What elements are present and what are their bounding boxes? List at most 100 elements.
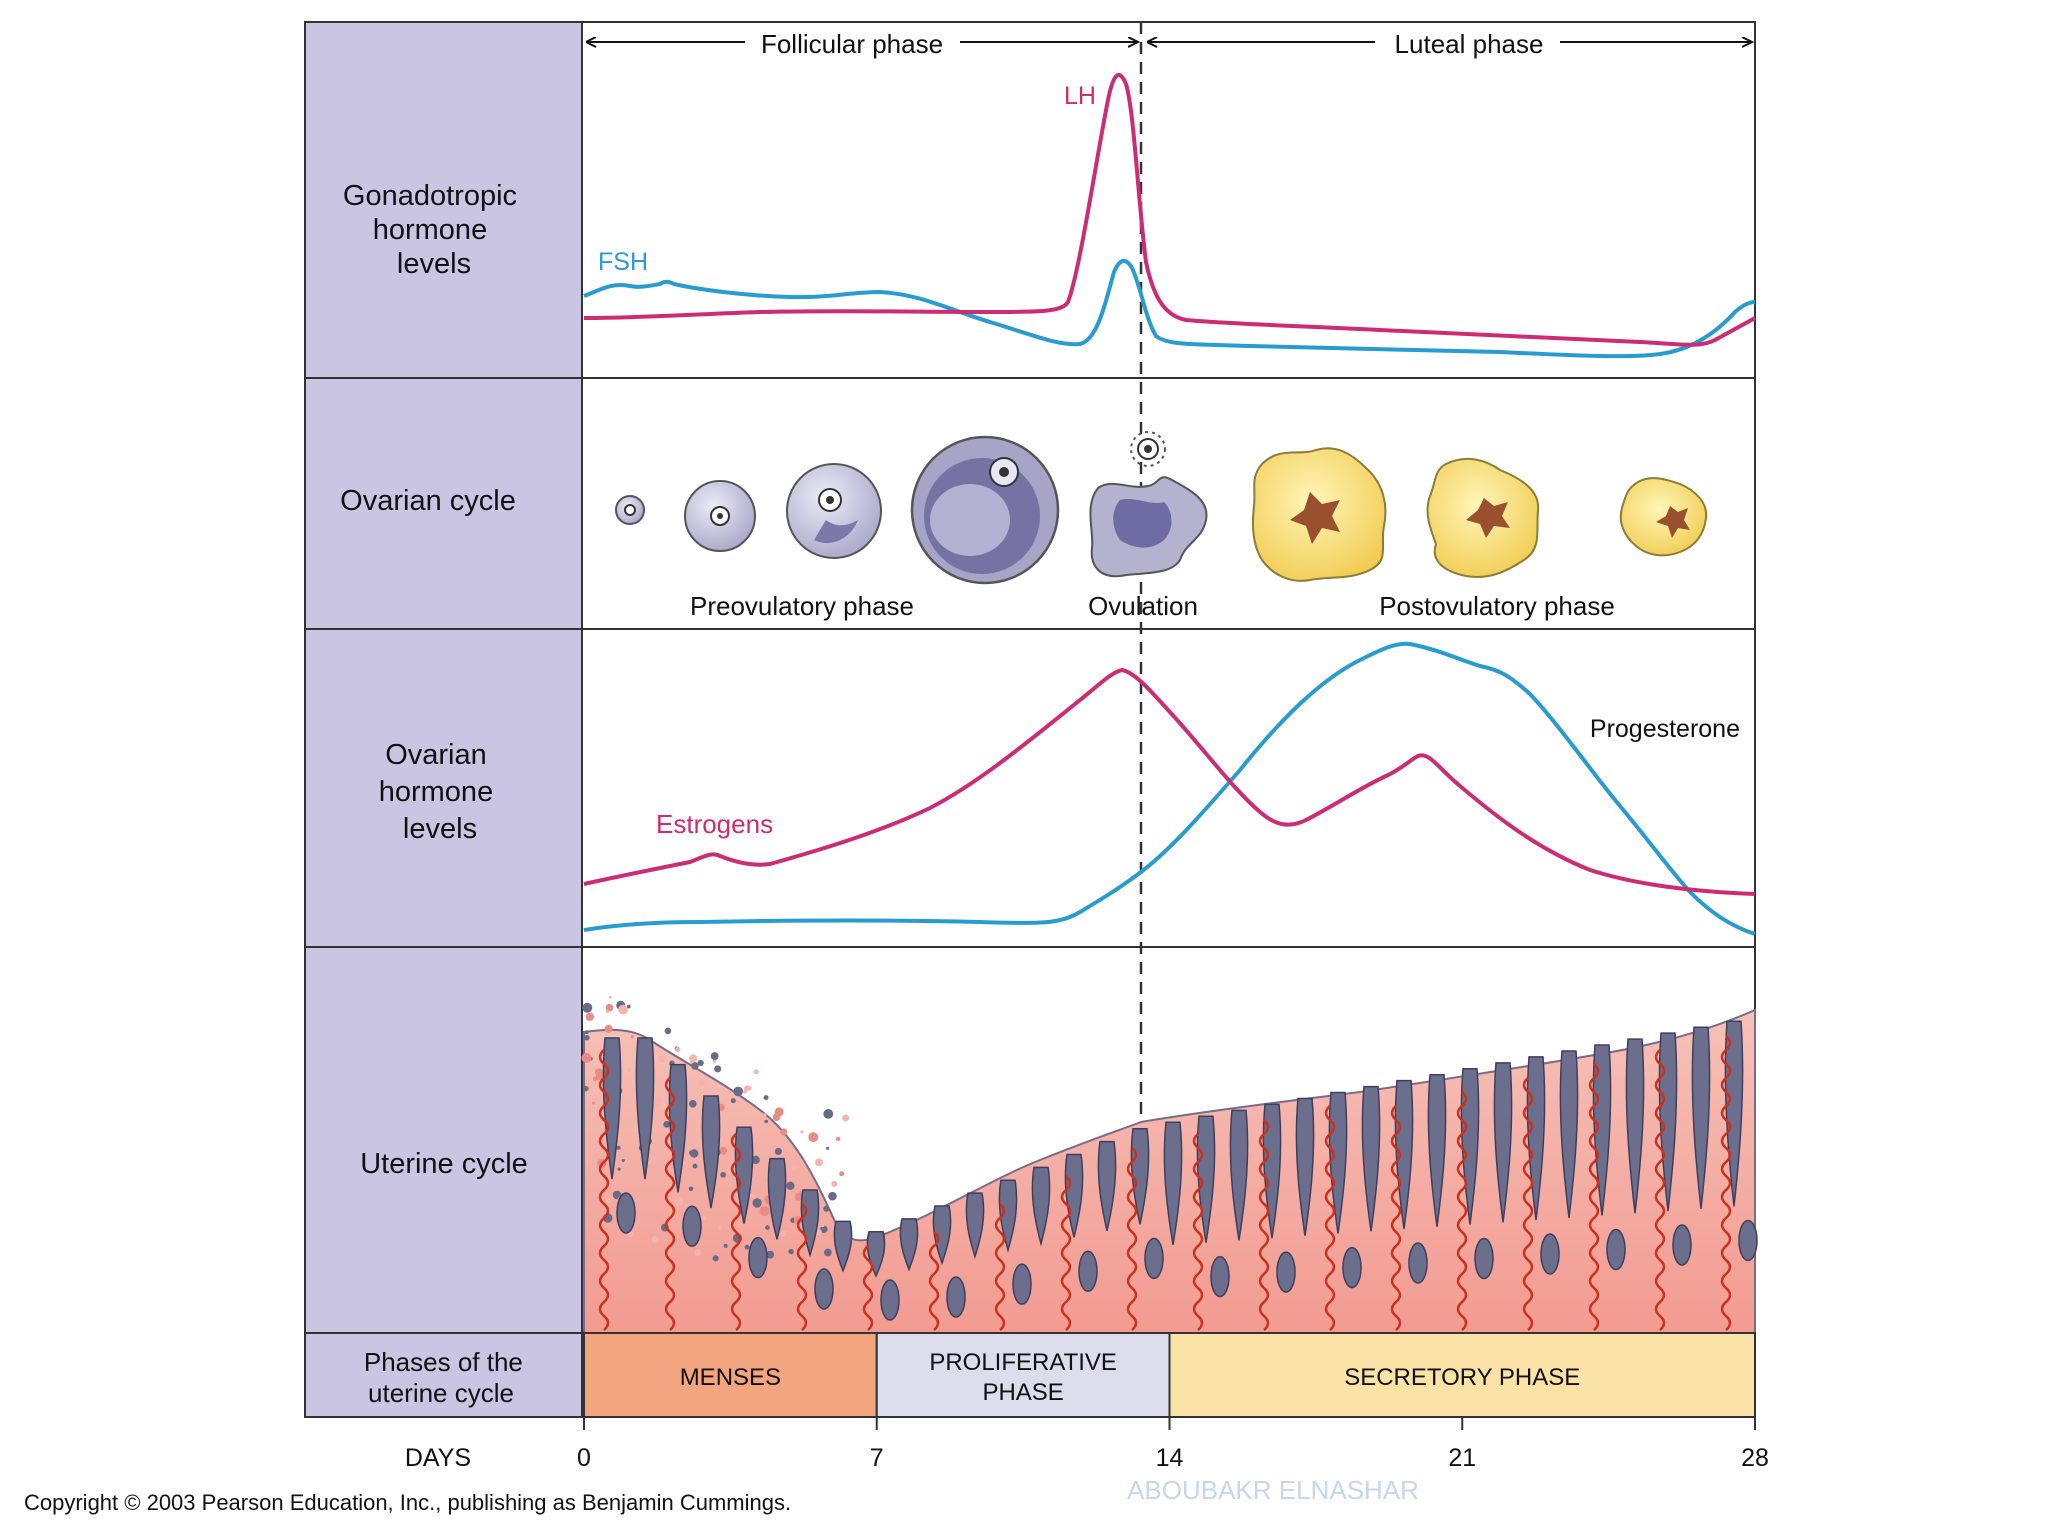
uterine-gland	[1361, 1085, 1381, 1232]
day-tick-label: 7	[870, 1444, 884, 1472]
menses-debris-fragment	[581, 1052, 592, 1063]
menses-debris-fragment	[594, 1068, 604, 1077]
menses-debris-fragment	[698, 1079, 705, 1086]
ovulation-label: Ovulation	[1088, 591, 1198, 621]
menses-debris-fragment	[780, 1128, 788, 1136]
menses-debris-fragment	[765, 1225, 770, 1230]
uterine-gland	[998, 1179, 1018, 1253]
spiral-artery	[1126, 1147, 1138, 1331]
uterine-phase-label: PROLIFERATIVE	[929, 1349, 1117, 1376]
menses-debris-fragment	[674, 1197, 684, 1206]
uterine-gland	[1394, 1079, 1414, 1230]
estrogens-label: Estrogens	[656, 809, 773, 839]
uterine-gland	[767, 1157, 787, 1240]
menses-debris-fragment	[730, 1098, 736, 1104]
menses-debris-fragment	[647, 1155, 657, 1165]
menses-debris-fragment	[658, 1055, 666, 1063]
uterine-gland	[1493, 1062, 1513, 1223]
menses-debris-fragment	[701, 1215, 707, 1221]
menses-debris-fragment	[753, 1069, 759, 1075]
uterine-gland	[682, 1205, 702, 1248]
uterine-phase-label: SECRETORY PHASE	[1344, 1364, 1580, 1391]
mature-follicle	[910, 435, 1060, 585]
spiral-artery	[598, 1049, 610, 1331]
menses-debris-fragment	[606, 1198, 611, 1203]
spiral-arteries	[598, 1035, 1732, 1331]
follicular-phase-label: Follicular phase	[761, 29, 943, 59]
uterine-gland	[1625, 1038, 1645, 1214]
menses-debris-fragment	[608, 995, 612, 999]
gonadotropic-label: Gonadotropic hormone levels	[343, 180, 525, 280]
primary-follicle	[684, 480, 756, 552]
spiral-artery	[1654, 1049, 1666, 1331]
menses-debris-fragment	[749, 1193, 756, 1199]
menses-debris-fragment	[790, 1164, 796, 1170]
uterine-gland	[1559, 1050, 1579, 1218]
uterine-phase-box	[1168, 1332, 1756, 1418]
gonadotropic-label-line: hormone	[373, 214, 487, 246]
uterine-gland	[701, 1095, 721, 1209]
luteal-phase-label: Luteal phase	[1395, 29, 1544, 59]
menses-debris-fragment	[694, 1249, 701, 1256]
uterine-gland	[1144, 1237, 1164, 1280]
secondary-follicle	[786, 463, 882, 559]
estrogens-curve	[583, 667, 1756, 896]
menses-debris-fragment	[689, 1054, 698, 1063]
ovarian-hormone-label: Ovarian hormone levels	[379, 739, 502, 845]
spiral-artery	[1588, 1063, 1600, 1331]
uterine-gland	[899, 1218, 919, 1272]
uterine-gland	[1672, 1224, 1692, 1266]
uterine-gland	[932, 1205, 952, 1266]
menses-debris-fragment	[762, 1113, 767, 1117]
menses-debris-fragment	[743, 1090, 747, 1094]
corpus-luteum-large	[1252, 447, 1387, 582]
menses-debris-fragment	[839, 1171, 845, 1177]
menses-debris-fragment	[823, 1205, 830, 1212]
uterine-gland	[1078, 1250, 1098, 1293]
menses-debris-fragment	[651, 1236, 659, 1244]
uterine-gland	[1691, 1026, 1711, 1209]
menses-debris-fragment	[712, 1255, 719, 1262]
primordial-follicle	[615, 495, 645, 525]
phases-label-line: uterine cycle	[368, 1378, 514, 1408]
progesterone-label: Progesterone	[1590, 715, 1740, 743]
ovarian-hormone-label-line: hormone	[379, 776, 493, 808]
days-axis: DAYS 0 7 14 21 28	[405, 1417, 1769, 1472]
ruptured-follicle	[1089, 476, 1208, 578]
uterine-gland	[635, 1037, 655, 1180]
menses-debris-fragment	[584, 1034, 590, 1041]
spiral-artery	[862, 1245, 874, 1331]
menses-debris-fragment	[723, 1243, 728, 1248]
watermark-text: ABOUBAKR ELNASHAR	[1127, 1475, 1419, 1505]
uterine-gland	[1064, 1153, 1084, 1238]
uterine-gland	[1163, 1121, 1183, 1245]
uterine-gland	[1262, 1103, 1282, 1239]
menses-debris-fragment	[689, 1100, 697, 1108]
spiral-artery	[1060, 1175, 1072, 1331]
menses-debris-fragment	[752, 1198, 762, 1208]
spiral-artery	[1390, 1105, 1402, 1331]
uterine-gland	[833, 1220, 853, 1273]
menses-debris-fragment	[591, 1101, 596, 1105]
label-panel	[304, 21, 583, 1418]
days-axis-label: DAYS	[405, 1444, 471, 1472]
menses-debris-fragment	[794, 1193, 803, 1201]
menses-debris-fragment	[836, 1136, 841, 1142]
uterine-gland	[1606, 1228, 1626, 1271]
spiral-artery	[1258, 1119, 1270, 1331]
gonadotropic-label-line: levels	[397, 248, 471, 280]
uterine-gland	[1097, 1140, 1117, 1231]
uterine-cycle-illustration	[581, 995, 1758, 1334]
menses-debris-fragment	[774, 1147, 782, 1156]
uterine-gland	[1474, 1237, 1494, 1280]
spiral-artery	[1720, 1035, 1732, 1331]
uterine-gland	[1738, 1219, 1758, 1262]
menses-debris-fragment	[831, 1180, 838, 1187]
menses-debris-fragment	[712, 1059, 717, 1063]
ovarian-cycle-illustration: Preovulatory phase Ovulation Postovulato…	[615, 431, 1708, 621]
menses-debris-fragment	[627, 1068, 632, 1073]
uterine-gland	[1408, 1242, 1428, 1284]
menses-debris-fragment	[691, 1062, 699, 1070]
menses-debris-fragment	[630, 1035, 634, 1039]
menses-debris-fragment	[604, 1024, 613, 1034]
